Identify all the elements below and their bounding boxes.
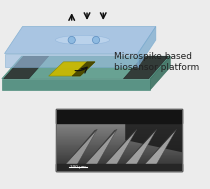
Polygon shape [142,129,177,167]
Polygon shape [4,56,49,79]
Polygon shape [49,62,95,76]
Polygon shape [83,129,117,167]
Polygon shape [125,109,182,152]
Polygon shape [63,129,97,167]
Circle shape [68,36,75,44]
Polygon shape [103,129,137,167]
Polygon shape [2,56,170,79]
Polygon shape [4,53,138,67]
Polygon shape [150,56,170,90]
Polygon shape [123,56,168,79]
Polygon shape [72,62,95,76]
Polygon shape [103,129,137,167]
Polygon shape [122,129,157,167]
Polygon shape [138,26,156,67]
Polygon shape [4,26,156,53]
Polygon shape [122,129,157,167]
Text: Microspike based
biosensor platform: Microspike based biosensor platform [114,52,200,72]
Polygon shape [63,129,97,167]
Polygon shape [83,129,117,167]
Text: 200 μm: 200 μm [70,165,86,169]
Circle shape [92,36,100,44]
Bar [56,109,182,171]
Polygon shape [142,129,177,167]
Polygon shape [2,79,150,90]
Ellipse shape [55,36,110,44]
